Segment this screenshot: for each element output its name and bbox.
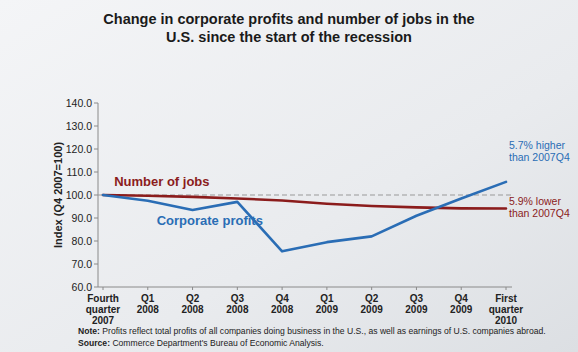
x-tick-label-line: quarter (489, 304, 524, 315)
annotation: 5.7% higherthan 2007Q4 (509, 139, 570, 163)
x-tick-label-line: 2008 (181, 304, 204, 315)
annotation-line: than 2007Q4 (509, 207, 570, 219)
title-line: Change in corporate profits and number o… (103, 11, 474, 27)
x-tick-label: Q22008 (181, 293, 204, 315)
footer-lead: Source: (78, 338, 110, 348)
footer-text: Source: Commerce Department's Bureau of … (78, 338, 324, 348)
x-tick-label-line: 2008 (271, 304, 294, 315)
x-tick-label: Q42008 (271, 293, 294, 315)
x-tick-label: Q42009 (450, 293, 473, 315)
title-line: U.S. since the start of the recession (166, 29, 412, 45)
x-tick-label: Q32008 (226, 293, 249, 315)
series-line (103, 182, 506, 251)
x-tick-label-line: Q1 (320, 293, 334, 304)
x-tick-label-line: Fourth (87, 293, 119, 304)
y-tick-label: 60.0 (72, 281, 93, 293)
x-tick-label-line: First (495, 293, 517, 304)
x-tick-label: Q32009 (405, 293, 428, 315)
annotation-line: 5.9% lower (509, 195, 561, 207)
annotation-line: than 2007Q4 (509, 151, 570, 163)
x-tick-label: Q12009 (316, 293, 339, 315)
x-tick (461, 287, 462, 290)
x-tick-label-line: quarter (86, 304, 121, 315)
y-tick (94, 195, 98, 196)
y-tick (94, 103, 98, 104)
plot-area (103, 182, 506, 251)
x-tick-label-line: Q1 (141, 293, 155, 304)
x-tick (237, 287, 238, 290)
x-tick-label-line: 2010 (495, 315, 518, 326)
x-tick-label-line: 2009 (450, 304, 473, 315)
y-tick-label: 120.0 (66, 143, 92, 155)
x-tick (282, 287, 283, 290)
x-tick-label: Fourthquarter2007 (86, 293, 121, 326)
footer-rest: Commerce Department's Bureau of Economic… (110, 338, 324, 348)
x-tick-label-line: 2009 (316, 304, 339, 315)
y-tick (94, 126, 98, 127)
x-tick (506, 287, 507, 290)
y-tick (94, 264, 98, 265)
x-tick (192, 287, 193, 290)
footer-rest: Profits reflect total profits of all com… (100, 326, 546, 336)
x-tick (103, 287, 104, 290)
x-tick (416, 287, 417, 290)
y-tick-label: 90.0 (72, 212, 93, 224)
y-tick-label: 70.0 (72, 258, 93, 270)
x-tick-label-line: Q3 (410, 293, 424, 304)
y-axis-label: Index (Q4 2007=100) (52, 142, 64, 248)
x-tick-label: Q12008 (137, 293, 160, 315)
y-tick-label: 110.0 (67, 166, 93, 178)
annotation-line: 5.7% higher (509, 139, 566, 151)
footer-text: Note: Profits reflect total profits of a… (78, 326, 546, 336)
x-tick (371, 287, 372, 290)
series-label: Number of jobs (114, 174, 209, 189)
y-tick (94, 287, 98, 288)
x-tick-label-line: Q2 (365, 293, 379, 304)
x-tick (147, 287, 148, 290)
x-axis (98, 287, 512, 288)
annotation: 5.9% lowerthan 2007Q4 (509, 195, 570, 219)
y-tick-label: 80.0 (72, 235, 93, 247)
footer-lead: Note: (78, 326, 100, 336)
x-tick-label-line: 2009 (361, 304, 384, 315)
x-tick-label: Firstquarter2010 (489, 293, 524, 326)
y-tick (94, 172, 98, 173)
y-tick-label: 130.0 (66, 120, 92, 132)
y-tick (94, 149, 98, 150)
x-tick-label-line: Q2 (186, 293, 200, 304)
series-line (103, 195, 506, 209)
y-tick-label: 140.0 (66, 97, 92, 109)
y-tick (94, 241, 98, 242)
series-label: Corporate profits (157, 213, 263, 228)
x-tick (326, 287, 327, 290)
x-tick-label-line: Q4 (455, 293, 469, 304)
x-tick-label-line: 2008 (226, 304, 249, 315)
y-tick (94, 218, 98, 219)
x-tick-label-line: 2008 (137, 304, 160, 315)
x-tick-label-line: 2009 (405, 304, 428, 315)
x-tick-label: Q22009 (361, 293, 384, 315)
x-tick-label-line: Q4 (275, 293, 289, 304)
x-tick-label-line: Q3 (231, 293, 245, 304)
background (0, 0, 578, 352)
title: Change in corporate profits and number o… (103, 11, 474, 45)
x-tick-label-line: 2007 (92, 315, 115, 326)
y-tick-label: 100.0 (66, 189, 92, 201)
chart: Change in corporate profits and number o… (0, 0, 578, 352)
